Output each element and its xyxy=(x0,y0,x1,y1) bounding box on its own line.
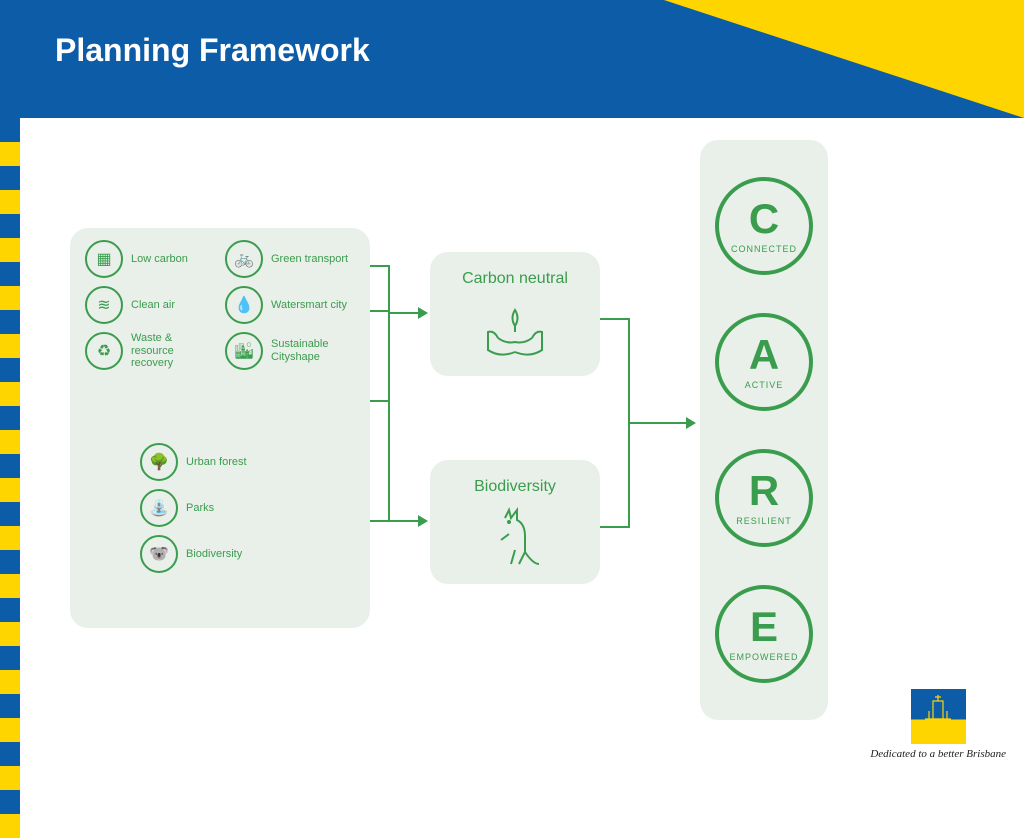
item-label: Parks xyxy=(186,502,214,515)
connector-line xyxy=(370,520,390,522)
header-triangle xyxy=(664,0,1024,118)
item-label: Low carbon xyxy=(131,253,188,266)
solar-icon: ▦ xyxy=(85,240,123,278)
connector-line xyxy=(370,400,390,402)
connector-line xyxy=(390,520,420,522)
connector-line xyxy=(370,310,390,312)
care-panel: C CONNECTED A ACTIVE R RESILIENT E EMPOWERED xyxy=(700,140,828,720)
connector-line xyxy=(600,318,630,320)
brisbane-logo: Dedicated to a better Brisbane xyxy=(870,689,1006,760)
page-title: Planning Framework xyxy=(55,32,370,69)
item-label: Green transport xyxy=(271,253,348,266)
care-word: ACTIVE xyxy=(745,380,784,390)
input-item: 🌳 Urban forest xyxy=(140,443,355,481)
biodiversity-box: Biodiversity xyxy=(430,460,600,584)
bike-icon: 🚲 xyxy=(225,240,263,278)
connector-line xyxy=(370,265,390,267)
koala-icon: 🐨 xyxy=(140,535,178,573)
care-circle-r: R RESILIENT xyxy=(715,449,813,547)
care-word: CONNECTED xyxy=(731,244,797,254)
carbon-neutral-box: Carbon neutral xyxy=(430,252,600,376)
item-label: Waste & resource recovery xyxy=(131,332,215,370)
connector-line xyxy=(388,400,390,520)
care-circle-e: E EMPOWERED xyxy=(715,585,813,683)
item-label: Sustainable Cityshape xyxy=(271,338,355,363)
mid-title: Biodiversity xyxy=(440,478,590,496)
top-group: ▦ Low carbon 🚲 Green transport ≋ Clean air 💧 Wa… xyxy=(85,240,355,370)
input-item: 💧 Watersmart city xyxy=(225,286,355,324)
care-letter: R xyxy=(749,470,779,512)
care-letter: C xyxy=(749,198,779,240)
kangaroo-icon xyxy=(440,506,590,570)
care-letter: A xyxy=(749,334,779,376)
connector-line xyxy=(390,312,420,314)
arrow-icon xyxy=(686,417,696,429)
tagline: Dedicated to a better Brisbane xyxy=(870,748,1006,760)
water-icon: 💧 xyxy=(225,286,263,324)
recycle-icon: ♻ xyxy=(85,332,123,370)
logo-icon xyxy=(911,689,966,744)
input-item: 🏙 Sustainable Cityshape xyxy=(225,332,355,370)
item-label: Biodiversity xyxy=(186,548,242,561)
input-item: ♻Waste & resource recovery xyxy=(85,332,215,370)
slide-header: Planning Framework xyxy=(0,0,1024,118)
care-circle-a: A ACTIVE xyxy=(715,313,813,411)
park-icon: ⛲ xyxy=(140,489,178,527)
item-label: Clean air xyxy=(131,299,175,312)
hands-leaf-icon xyxy=(440,298,590,362)
connector-line xyxy=(630,422,688,424)
care-circle-c: C CONNECTED xyxy=(715,177,813,275)
air-icon: ≋ xyxy=(85,286,123,324)
input-item: ≋ Clean air xyxy=(85,286,215,324)
input-item: 🚲 Green transport xyxy=(225,240,355,278)
connector-line xyxy=(388,265,390,402)
input-item: ▦ Low carbon xyxy=(85,240,215,278)
arrow-icon xyxy=(418,515,428,527)
arrow-icon xyxy=(418,307,428,319)
input-item: ⛲ Parks xyxy=(140,489,355,527)
care-word: EMPOWERED xyxy=(729,652,798,662)
city-icon: 🏙 xyxy=(225,332,263,370)
bottom-group: 🌳 Urban forest ⛲ Parks 🐨 Biodiversity xyxy=(85,443,355,573)
care-word: RESILIENT xyxy=(736,516,792,526)
input-item: 🐨 Biodiversity xyxy=(140,535,355,573)
care-letter: E xyxy=(750,606,778,648)
item-label: Watersmart city xyxy=(271,299,347,312)
item-label: Urban forest xyxy=(186,456,247,469)
left-stripe xyxy=(0,118,20,768)
tree-icon: 🌳 xyxy=(140,443,178,481)
connector-line xyxy=(600,526,630,528)
mid-title: Carbon neutral xyxy=(440,270,590,288)
inputs-panel: ▦ Low carbon 🚲 Green transport ≋ Clean air 💧 Wa… xyxy=(70,228,370,628)
